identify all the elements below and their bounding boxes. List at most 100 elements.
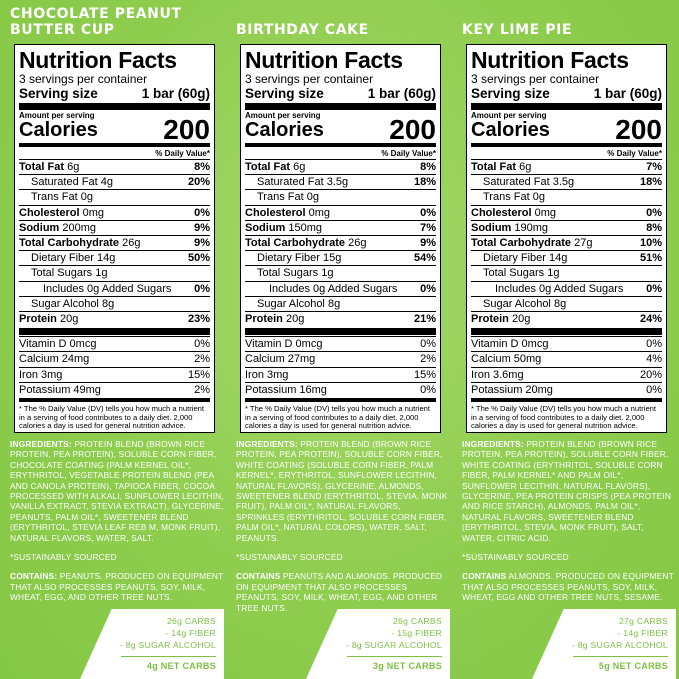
contains-text: PEANUTS. PRODUCED ON EQUIPMENT THAT ALSO… xyxy=(10,571,224,603)
nutrient-row: Total Sugars 1g xyxy=(19,265,210,280)
nutrient-daily-value: 0% xyxy=(420,282,436,295)
contains-label: CONTAINS xyxy=(236,571,281,582)
ingredients-block: INGREDIENTS: PROTEIN BLEND (BROWN RICE P… xyxy=(462,439,676,612)
nutrient-daily-value: 7% xyxy=(646,161,662,173)
nutrient-label: Protein xyxy=(19,313,57,326)
nutrition-facts-panel: Nutrition Facts 3 servings per container S… xyxy=(240,44,441,433)
net-carbs-line: - 14g FIBER xyxy=(617,628,668,638)
vitamin-label: Vitamin D 0mcg xyxy=(471,338,549,351)
nutrient-name: Sugar Alcohol 8g xyxy=(483,297,566,311)
nutrient-name: Protein 20g xyxy=(471,312,530,326)
nutrient-daily-value: 51% xyxy=(639,252,662,265)
calories-row: Calories 200 xyxy=(19,116,210,144)
nutrient-amount: 3.5g xyxy=(326,176,349,189)
medium-divider xyxy=(245,143,436,147)
nutrient-daily-value: 0% xyxy=(420,206,436,219)
net-carbs-total: 5g NET CARBS xyxy=(598,661,668,671)
nutrient-row: Total Fat 6g 7% xyxy=(471,159,662,174)
vitamin-label: Iron 3.6mg xyxy=(471,368,524,381)
serving-size-row: Serving size 1 bar (60g) xyxy=(471,86,662,101)
vitamin-label: Potassium 16mg xyxy=(245,383,327,396)
nutrient-row: Protein 20g 23% xyxy=(19,311,210,326)
serving-size-value: 1 bar (60g) xyxy=(141,86,210,101)
nutrient-daily-value: 8% xyxy=(420,161,436,173)
nutrient-name: Saturated Fat 3.5g xyxy=(483,175,574,189)
nutrient-name: Total Fat 6g xyxy=(245,160,305,174)
nutrient-name: Sodium 190mg xyxy=(471,221,548,235)
medium-divider xyxy=(19,398,210,403)
thick-divider xyxy=(245,103,436,110)
servings-per-container: 3 servings per container xyxy=(19,72,148,86)
calories-row: Calories 200 xyxy=(245,116,436,144)
flavor-column: BIRTHDAY CAKE Nutrition Facts 3 servings p… xyxy=(236,0,456,679)
nutrient-row: Total Sugars 1g xyxy=(471,265,662,280)
nutrient-daily-value: 50% xyxy=(187,252,210,265)
nutrient-label: Dietary Fiber xyxy=(483,252,546,265)
nutrient-name: Includes 0g Added Sugars xyxy=(269,282,397,296)
nutrient-daily-value: 54% xyxy=(413,252,436,265)
flavor-column: KEY LIME PIE Nutrition Facts 3 servings pe… xyxy=(462,0,679,679)
ingredients-text: PROTEIN BLEND (BROWN RICE PROTEIN, PEA P… xyxy=(236,439,448,543)
vitamin-row: Potassium 16mg 0% xyxy=(245,381,436,397)
daily-value-footnote: * The % Daily Value (DV) tells you how m… xyxy=(471,404,657,431)
nutrient-amount: 3.5g xyxy=(552,176,575,189)
vitamin-row: Vitamin D 0mcg 0% xyxy=(245,336,436,351)
nutrient-name: Cholesterol 0mg xyxy=(245,206,330,220)
nutrition-facts-title: Nutrition Facts xyxy=(19,47,177,73)
serving-size-row: Serving size 1 bar (60g) xyxy=(19,86,210,101)
nutrient-name: Total Carbohydrate 27g xyxy=(471,236,592,250)
nutrient-amount: 26g xyxy=(348,237,367,250)
nutrient-amount: 8g xyxy=(553,297,567,310)
nutrient-label: Total Sugars xyxy=(483,267,545,280)
vitamin-row: Calcium 50mg 4% xyxy=(471,351,662,366)
amount-per-serving: Amount per serving xyxy=(19,111,95,120)
nutrient-row: Sugar Alcohol 8g xyxy=(19,295,210,311)
contains-text: ALMONDS. PRODUCED ON EQUIPMENT THAT ALSO… xyxy=(462,571,674,603)
vitamin-daily-value: 4% xyxy=(646,353,662,366)
nutrient-row: Saturated Fat 3.5g 18% xyxy=(471,174,662,189)
nutrient-daily-value: 21% xyxy=(413,313,436,326)
nutrient-amount: 1g xyxy=(547,267,560,280)
ingredients-text: PROTEIN BLEND (BROWN RICE PROTEIN, PEA P… xyxy=(462,439,672,543)
nutrient-row: Dietary Fiber 14g 51% xyxy=(471,250,662,265)
ingredients-label: INGREDIENTS: xyxy=(10,439,72,449)
nutrient-label: Total Carbohydrate xyxy=(19,237,120,250)
nutrient-daily-value: 9% xyxy=(194,221,210,234)
vitamin-label: Iron 3mg xyxy=(245,368,289,381)
nutrient-label: Includes 0g Added Sugars xyxy=(269,282,398,295)
calories-label: Calories xyxy=(471,119,550,141)
ingredients-label: INGREDIENTS: xyxy=(236,439,298,449)
nutrient-row: Total Fat 6g 8% xyxy=(19,159,210,174)
ingredients-block: INGREDIENTS: PROTEIN BLEND (BROWN RICE P… xyxy=(236,439,450,622)
ingredients-paragraph: INGREDIENTS: PROTEIN BLEND (BROWN RICE P… xyxy=(462,439,676,543)
nutrient-daily-value: 10% xyxy=(639,237,662,250)
nutrient-amount: 14g xyxy=(549,252,568,265)
nutrient-daily-value: 0% xyxy=(194,206,210,219)
nutrient-name: Protein 20g xyxy=(19,312,78,326)
nutrient-amount: 0mg xyxy=(82,206,104,219)
nutrient-amount: 150mg xyxy=(288,221,323,234)
nutrient-amount: 0mg xyxy=(534,206,556,219)
nutrient-row: Total Sugars 1g xyxy=(245,265,436,280)
net-carbs-line: - 8g SUGAR ALCOHOL xyxy=(571,640,668,650)
nutrient-label: Dietary Fiber xyxy=(257,252,320,265)
vitamin-daily-value: 0% xyxy=(646,338,662,351)
net-carbs-badge: 26g CARBS - 14g FIBER - 8g SUGAR ALCOHOL 4g… xyxy=(80,609,224,679)
net-carbs-divider xyxy=(121,656,216,657)
contains-text: PEANUTS AND ALMONDS. PRODUCED ON EQUIPME… xyxy=(236,571,443,613)
nutrient-label: Includes 0g Added Sugars xyxy=(43,282,172,295)
vitamin-label: Potassium 49mg xyxy=(19,383,101,396)
nutrient-label: Total Sugars xyxy=(31,267,93,280)
serving-size-value: 1 bar (60g) xyxy=(593,86,662,101)
nutrient-daily-value: 9% xyxy=(420,237,436,250)
nutrient-row: Trans Fat 0g xyxy=(245,189,436,204)
nutrient-label: Saturated Fat xyxy=(31,176,98,189)
nutrient-row: Sodium 200mg 9% xyxy=(19,219,210,235)
nutrient-row: Sugar Alcohol 8g xyxy=(245,295,436,311)
medium-divider xyxy=(471,398,662,403)
nutrient-row: Cholesterol 0mg 0% xyxy=(471,204,662,220)
vitamin-daily-value: 2% xyxy=(194,383,210,396)
nutrient-amount: 20g xyxy=(285,313,305,326)
daily-value-header: % Daily Value* xyxy=(155,149,210,158)
nutrient-amount: 0mg xyxy=(308,206,330,219)
